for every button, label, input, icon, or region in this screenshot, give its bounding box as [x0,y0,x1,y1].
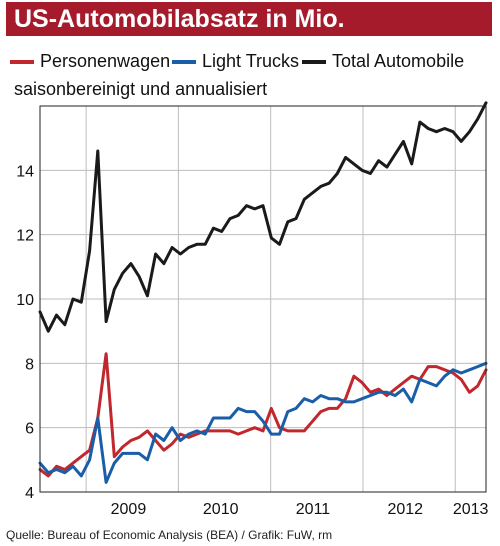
y-tick-label-6: 6 [25,421,34,438]
y-tick-label-10: 10 [16,292,34,309]
y-tick-label-12: 12 [16,228,34,245]
plot-frame [39,105,487,493]
x-tick-label-2011: 2011 [296,501,331,518]
x-tick-label-2010: 2010 [203,501,239,518]
series-line-total-automobile [38,101,488,333]
x-tick-label-2009: 2009 [111,501,147,518]
legend-label-total: Total Automobile [332,51,465,71]
series-line-personenwagen [38,352,488,478]
legend-label-light-trucks: Light Trucks [202,51,300,71]
chart-subtitle: saisonbereinigt und annualisiert [14,79,268,99]
series-line-light-trucks [38,361,488,484]
chart-title: US-Automobilabsatz in Mio. [14,5,345,33]
y-tick-label-8: 8 [25,356,34,373]
y-tick-label-14: 14 [16,163,34,180]
title-bar: US-Automobilabsatz in Mio. [6,2,492,36]
source-note: Quelle: Bureau of Economic Analysis (BEA… [6,528,333,542]
x-tick-label-2013: 2013 [453,501,489,518]
legend-swatch-total [302,60,326,64]
legend-label-personenwagen: Personenwagen [40,51,171,71]
x-tick-label-2012: 2012 [387,501,423,518]
legend-swatch-light-trucks [172,60,196,64]
y-tick-label-4: 4 [25,485,34,502]
legend-swatch-personenwagen [10,60,34,64]
legend: Personenwagen Light Trucks Total Automob… [10,48,490,74]
